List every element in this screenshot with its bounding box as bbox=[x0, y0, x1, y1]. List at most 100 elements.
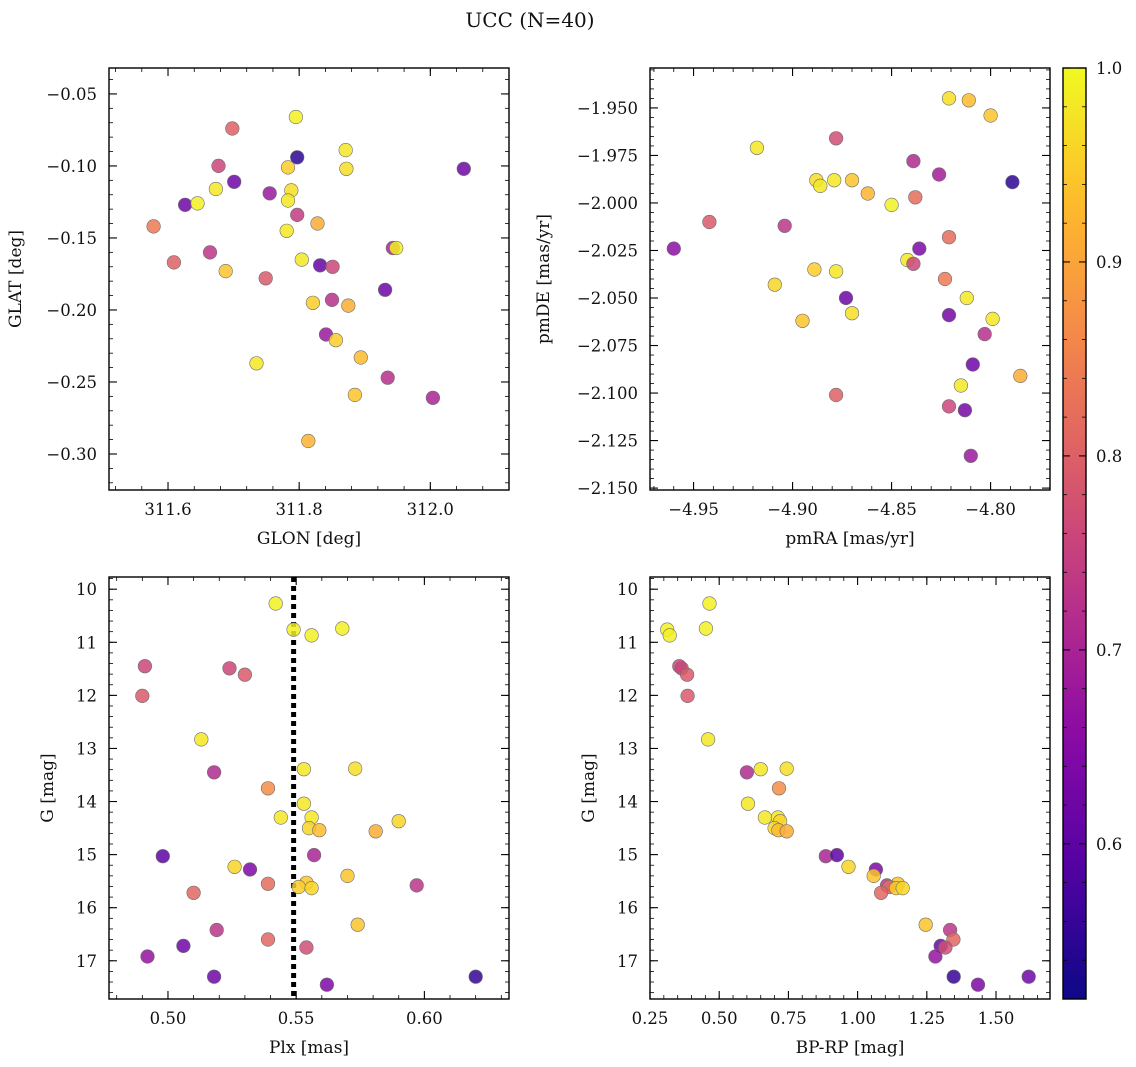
y-axis-label: pmDE [mas/yr] bbox=[534, 214, 554, 344]
data-point bbox=[176, 938, 191, 954]
data-point bbox=[222, 661, 237, 676]
data-point bbox=[340, 868, 355, 884]
data-point bbox=[740, 796, 756, 811]
y-tick-label: −0.20 bbox=[46, 301, 97, 320]
data-point bbox=[827, 173, 842, 188]
y-tick-label: 15 bbox=[617, 846, 638, 865]
data-point bbox=[178, 197, 193, 212]
data-point bbox=[280, 160, 296, 175]
data-point bbox=[194, 732, 209, 747]
data-point bbox=[258, 271, 273, 286]
panel-glon-glat: 311.6 311.8 312.0 −0.05 −0.10 −0.15 −0.20 −0.25… bbox=[6, 67, 510, 549]
data-point bbox=[304, 628, 319, 643]
x-tick-label: 0.75 bbox=[770, 1009, 807, 1028]
data-point bbox=[227, 174, 242, 189]
data-point bbox=[202, 245, 218, 260]
data-point bbox=[941, 308, 957, 323]
data-point bbox=[353, 350, 368, 365]
data-point bbox=[829, 847, 845, 863]
data-point bbox=[946, 969, 961, 984]
data-point bbox=[260, 876, 276, 891]
data-point bbox=[844, 306, 860, 321]
x-tick-label: 0.25 bbox=[632, 1009, 669, 1028]
data-point bbox=[757, 810, 773, 825]
data-point bbox=[319, 977, 335, 992]
data-point bbox=[702, 596, 717, 611]
data-point bbox=[207, 765, 222, 780]
x-axis-label: BP-RP [mag] bbox=[796, 1038, 905, 1058]
data-point bbox=[260, 781, 276, 796]
data-point bbox=[218, 264, 233, 279]
x-tick-label: −4.80 bbox=[965, 500, 1016, 519]
y-tick-label: 16 bbox=[617, 899, 638, 918]
y-tick-label: 17 bbox=[76, 952, 97, 971]
x-tick-label: 0.50 bbox=[150, 1009, 187, 1028]
data-point bbox=[906, 154, 921, 169]
data-point bbox=[301, 433, 316, 449]
data-point bbox=[767, 277, 782, 292]
data-point bbox=[702, 214, 717, 230]
data-point bbox=[291, 879, 306, 895]
y-axis-label: G [mag] bbox=[579, 753, 599, 822]
x-tick-label: 0.55 bbox=[278, 1009, 315, 1028]
data-point bbox=[838, 290, 854, 306]
data-point bbox=[941, 399, 957, 414]
y-tick-label: −2.000 bbox=[577, 194, 638, 213]
y-tick-label: 12 bbox=[76, 686, 97, 705]
data-point bbox=[700, 732, 716, 747]
data-point bbox=[208, 181, 223, 197]
data-point bbox=[937, 271, 953, 287]
axes-frame bbox=[108, 576, 510, 1000]
y-tick-label: −0.15 bbox=[46, 229, 97, 248]
data-point bbox=[906, 256, 921, 271]
data-point bbox=[290, 207, 305, 222]
y-tick-label: 15 bbox=[76, 846, 97, 865]
axes-frame bbox=[108, 67, 510, 491]
data-point bbox=[959, 290, 974, 306]
data-point bbox=[286, 622, 301, 637]
data-point bbox=[895, 880, 910, 896]
x-tick-label: 311.8 bbox=[276, 500, 323, 519]
data-point bbox=[860, 186, 875, 201]
data-point bbox=[391, 814, 406, 829]
data-point bbox=[977, 327, 992, 342]
data-point bbox=[279, 223, 294, 238]
data-point bbox=[749, 140, 765, 155]
data-point bbox=[307, 847, 322, 863]
data-point bbox=[963, 448, 978, 463]
scatter-points bbox=[666, 91, 1028, 463]
data-point bbox=[970, 977, 986, 992]
data-point bbox=[1005, 175, 1020, 190]
x-tick-label: 312.0 bbox=[407, 500, 454, 519]
scatter-points bbox=[146, 109, 471, 449]
data-point bbox=[328, 333, 344, 348]
data-point bbox=[339, 161, 354, 176]
data-point bbox=[779, 824, 794, 839]
data-point bbox=[313, 258, 328, 273]
data-point bbox=[866, 868, 881, 884]
data-point bbox=[324, 292, 340, 308]
y-tick-label: 11 bbox=[76, 633, 97, 652]
y-tick-label: −0.25 bbox=[46, 373, 97, 392]
data-point bbox=[338, 143, 353, 158]
x-tick-label: 0.60 bbox=[406, 1009, 443, 1028]
y-axis-label: GLAT [deg] bbox=[6, 230, 26, 328]
y-tick-label: −2.100 bbox=[577, 384, 638, 403]
data-point bbox=[225, 121, 240, 136]
data-point bbox=[965, 357, 980, 372]
data-point bbox=[1021, 969, 1036, 984]
panel-plx-g: 0.50 0.55 0.60 10 11 12 13 14 15 16 17 Plx [mas] G [… bbox=[38, 576, 510, 1058]
colorbar-tick-label: 0.7 bbox=[1096, 641, 1122, 660]
data-point bbox=[268, 596, 283, 611]
data-point bbox=[1013, 368, 1028, 384]
y-tick-label: 16 bbox=[76, 899, 97, 918]
data-point bbox=[296, 762, 312, 777]
data-point bbox=[807, 262, 822, 277]
y-tick-label: −0.05 bbox=[46, 85, 97, 104]
data-point bbox=[312, 823, 327, 838]
data-point bbox=[135, 688, 150, 704]
data-point bbox=[468, 969, 483, 984]
data-point bbox=[299, 940, 314, 955]
y-tick-label: −2.150 bbox=[577, 479, 638, 498]
